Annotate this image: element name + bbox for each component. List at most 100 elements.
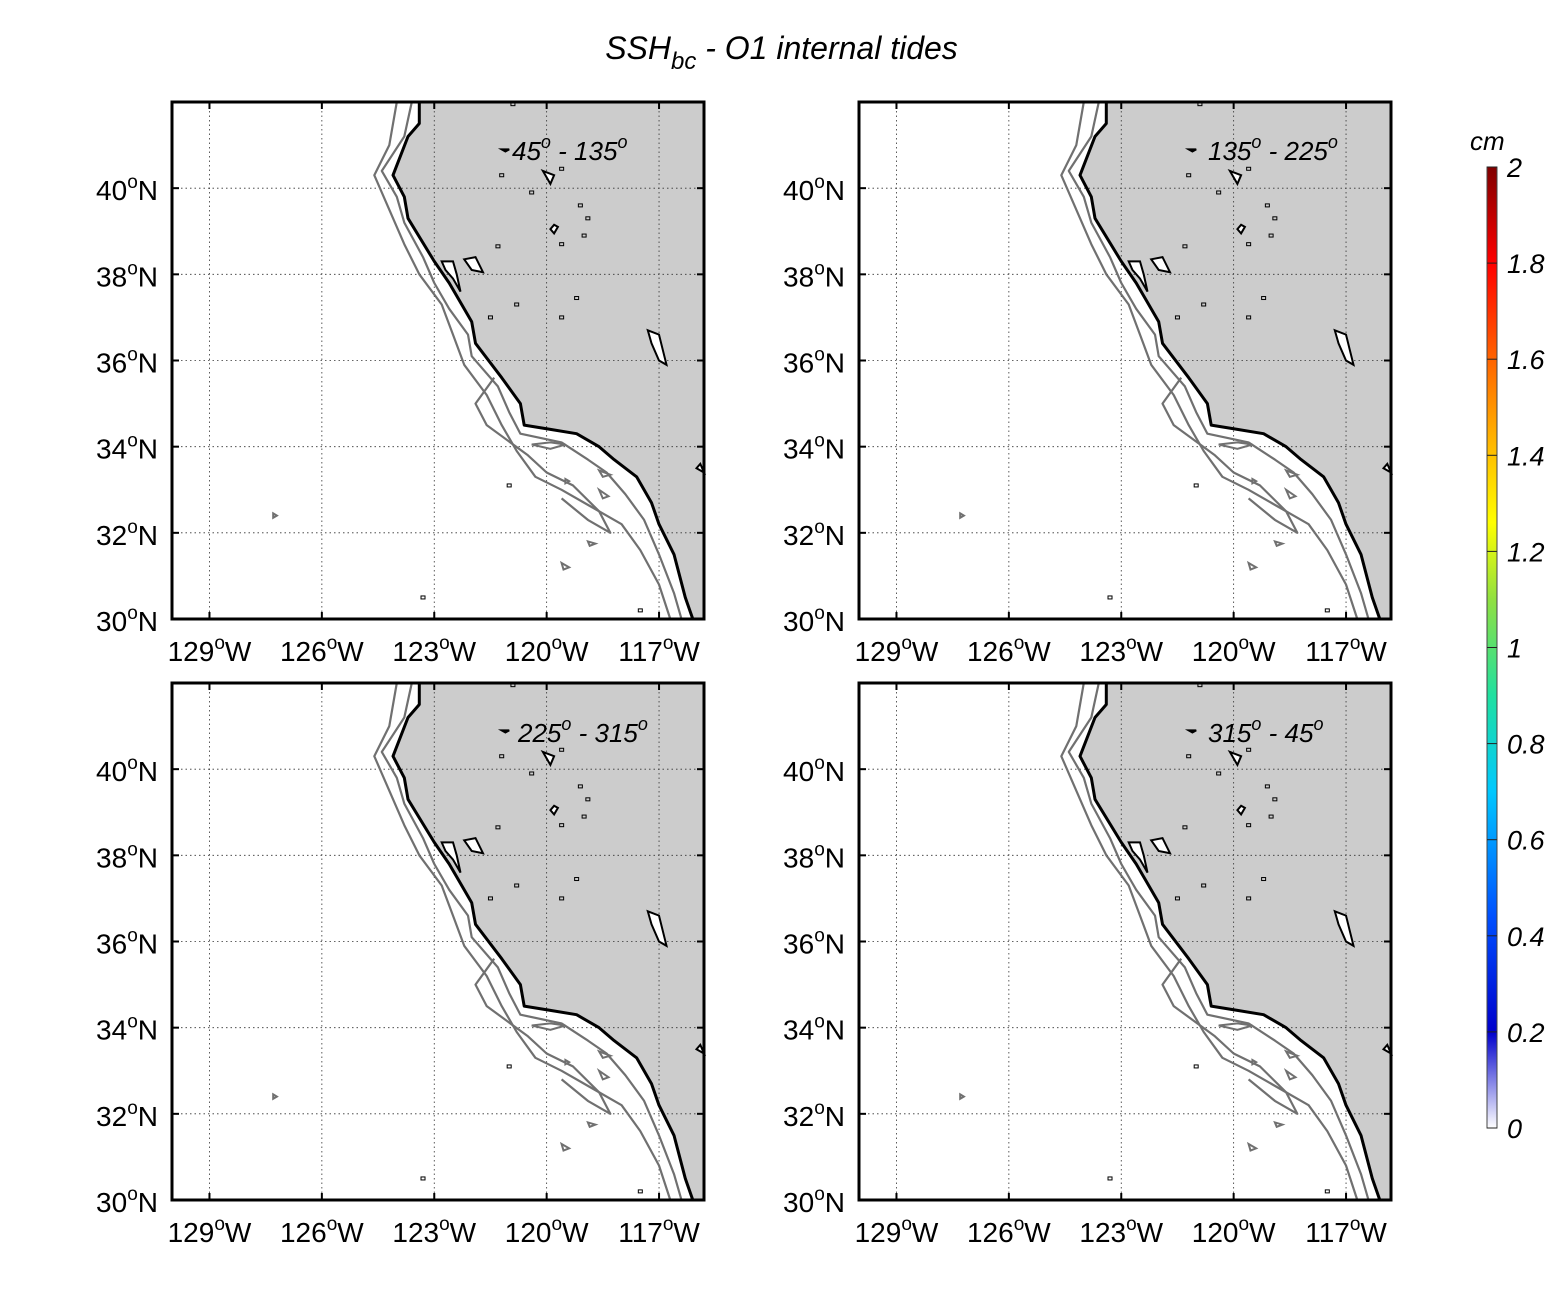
lake-marker: [495, 825, 501, 830]
lake-marker: [1268, 814, 1274, 819]
lake-outline: [462, 836, 485, 855]
island-outline: [586, 1120, 599, 1129]
lat-tick-label: 38oN: [783, 839, 845, 873]
lake-marker: [574, 296, 580, 301]
lon-tick-label: 126oW: [280, 1214, 364, 1248]
lake-outline: [1184, 148, 1197, 153]
colorbar-tick-label: 0.4: [1507, 922, 1545, 952]
lake-marker: [1186, 754, 1192, 759]
map-panel: 129oW 126oW 123oW 120oW 117oW 30oN 32oN 34oN 36o…: [96, 681, 707, 1248]
lat-tick-label: 36oN: [96, 345, 158, 379]
lake-marker: [1193, 483, 1199, 488]
island-outline: [596, 487, 611, 500]
isobath-line: [474, 958, 612, 1115]
lat-tick-label: 30oN: [783, 1184, 845, 1218]
lake-outline: [1236, 223, 1247, 236]
lake-outline: [1333, 328, 1356, 367]
land-area: [393, 102, 704, 619]
lat-tick-label: 40oN: [96, 753, 158, 787]
lat-tick-label: 34oN: [783, 431, 845, 465]
lake-marker: [1324, 608, 1330, 613]
figure-title: SSHbc - O1 internal tides: [0, 30, 1563, 76]
colorbar-tick-label: 0.8: [1507, 730, 1545, 760]
lake-marker: [1216, 771, 1222, 776]
lat-tick-label: 38oN: [96, 839, 158, 873]
lake-outline: [1149, 836, 1172, 855]
colorbar-tick-label: 1: [1507, 634, 1522, 664]
island-outline: [559, 1141, 572, 1152]
lake-marker: [637, 608, 643, 613]
lake-outline: [549, 223, 560, 236]
colorbar-tick-label: 1.2: [1507, 537, 1545, 567]
island-outline: [1283, 1068, 1298, 1081]
lake-marker: [1246, 747, 1252, 752]
isobath-line: [474, 377, 612, 534]
colorbar-tick-label: 0.6: [1507, 826, 1546, 856]
lat-tick-label: 30oN: [96, 603, 158, 637]
isobath-line: [373, 682, 672, 1201]
isobath-line: [373, 101, 672, 620]
lat-tick-label: 34oN: [96, 431, 158, 465]
lake-outline: [1127, 841, 1149, 874]
island-outline: [272, 1092, 279, 1101]
lake-marker: [506, 483, 512, 488]
colorbar-tick-label: 0.2: [1507, 1018, 1545, 1048]
lake-marker: [1324, 1189, 1330, 1194]
island-outline: [1273, 539, 1286, 548]
lake-marker: [559, 747, 565, 752]
lat-tick-label: 38oN: [96, 258, 158, 292]
lon-tick-label: 120oW: [1192, 633, 1276, 667]
direction-range-label: 135o - 225o: [1208, 132, 1338, 166]
lat-tick-label: 32oN: [96, 517, 158, 551]
island-outline: [559, 560, 572, 571]
lat-tick-label: 34oN: [783, 1012, 845, 1046]
lake-marker: [1246, 166, 1252, 171]
lake-marker: [559, 823, 565, 828]
lat-tick-label: 32oN: [783, 1098, 845, 1132]
lon-tick-label: 117oW: [618, 633, 700, 667]
island-outline: [564, 1058, 572, 1067]
lon-tick-label: 123oW: [1079, 1214, 1163, 1248]
land-area: [1080, 102, 1391, 619]
title-main: SSH: [605, 30, 671, 66]
isobath-line: [1161, 377, 1299, 534]
island-outline: [531, 441, 566, 450]
lon-tick-label: 117oW: [1305, 633, 1387, 667]
lat-tick-label: 38oN: [783, 258, 845, 292]
lake-outline: [1236, 804, 1247, 817]
isobath-line: [1161, 958, 1299, 1115]
title-rest: - O1 internal tides: [696, 30, 958, 66]
coastline: [391, 683, 695, 1201]
lake-marker: [529, 190, 535, 195]
isobath-line: [1060, 101, 1359, 620]
lake-outline: [497, 148, 510, 153]
lon-tick-label: 126oW: [280, 633, 364, 667]
lake-marker: [487, 315, 493, 320]
colorbar: 0 0.2 0.4 0.6 0.8 1 1.2 1.4 1.6 1.8 2cm: [1470, 126, 1546, 1144]
lon-tick-label: 129oW: [855, 1214, 939, 1248]
direction-range-label: 315o - 45o: [1208, 714, 1323, 748]
lake-outline: [497, 729, 510, 734]
lake-marker: [577, 784, 583, 789]
island-outline: [959, 511, 966, 520]
lake-outline: [1184, 729, 1197, 734]
lat-tick-label: 40oN: [783, 753, 845, 787]
lake-marker: [585, 216, 591, 221]
land-area: [393, 683, 704, 1200]
lat-tick-label: 40oN: [783, 172, 845, 206]
isobath-line: [380, 101, 683, 620]
lon-tick-label: 123oW: [392, 633, 476, 667]
lake-outline: [1149, 255, 1172, 274]
map-panel: 129oW 126oW 123oW 120oW 117oW 30oN 32oN 34oN 36o…: [96, 100, 707, 667]
lake-marker: [1186, 173, 1192, 178]
lake-marker: [487, 896, 493, 901]
lake-marker: [495, 244, 501, 249]
direction-range-label: 225o - 315o: [517, 714, 648, 748]
lake-outline: [646, 909, 669, 948]
lake-marker: [1272, 216, 1278, 221]
lat-tick-label: 40oN: [96, 172, 158, 206]
isobath-line: [380, 682, 683, 1201]
lat-tick-label: 30oN: [783, 603, 845, 637]
lake-outline: [540, 749, 556, 768]
